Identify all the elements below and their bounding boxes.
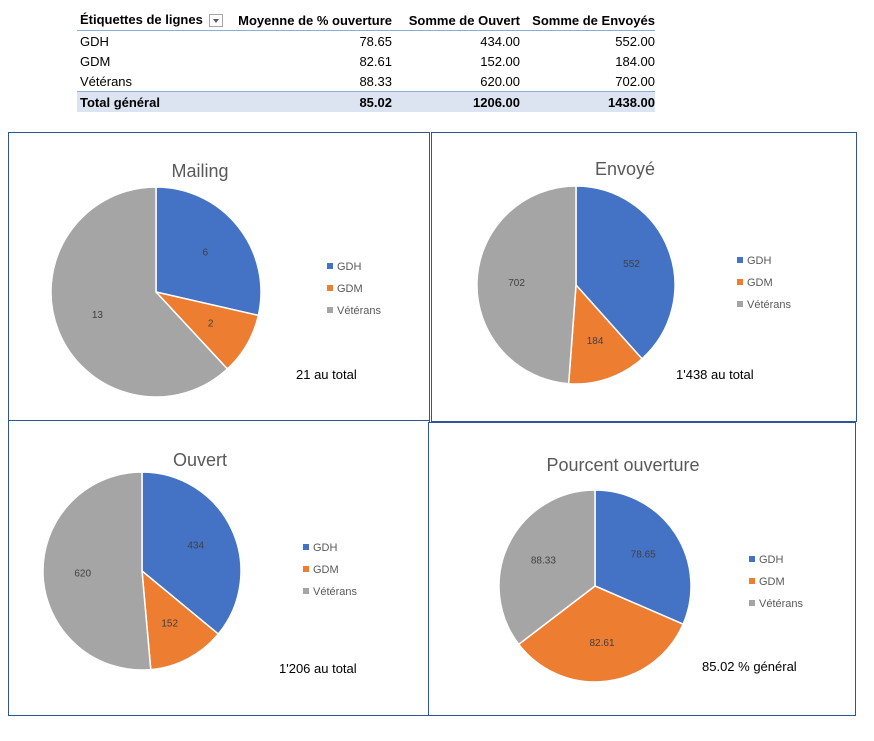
legend-swatch-veterans: [737, 301, 743, 307]
legend-label-gdm[interactable]: GDM: [337, 283, 363, 295]
legend-swatch-gdm: [749, 578, 755, 584]
pivot-table: Étiquettes de lignes Moyenne de % ouvert…: [77, 10, 655, 112]
chart-panel-mailing[interactable]: Mailing 6 2 13 GDH GDM Vétérans 21 au total: [8, 132, 430, 422]
pivot-cell: 88.33: [359, 73, 392, 89]
legend-swatch-veterans: [303, 588, 309, 594]
chart-total-note: 85.02 % général: [702, 659, 797, 674]
legend-swatch-gdh: [303, 544, 309, 550]
slice-data-label: 620: [74, 569, 91, 580]
pie-chart-mailing[interactable]: Mailing 6 2 13 GDH GDM Vétérans: [9, 133, 431, 423]
legend-label-veterans[interactable]: Vétérans: [759, 598, 804, 610]
chart-title: Pourcent ouverture: [546, 455, 699, 475]
pivot-cell: 434.00: [480, 33, 520, 49]
pie-slice-gdh[interactable]: [575, 185, 676, 360]
pivot-cell: 702.00: [615, 73, 655, 89]
pie-slice-gdh[interactable]: [155, 186, 262, 317]
pivot-cell: 78.65: [359, 33, 392, 49]
legend-label-veterans[interactable]: Vétérans: [747, 299, 792, 311]
legend-label-gdm[interactable]: GDM: [313, 564, 339, 576]
pie-slice-veterans[interactable]: [498, 489, 596, 646]
pie-chart-pourcent-ouverture[interactable]: Pourcent ouverture 78.65 82.61 88.33 GDH GDM V…: [429, 423, 857, 717]
legend-label-veterans[interactable]: Vétérans: [337, 305, 382, 317]
pivot-header-row-labels[interactable]: Étiquettes de lignes: [77, 10, 226, 31]
filter-dropdown-icon[interactable]: [209, 13, 224, 27]
pivot-row-label: GDM: [80, 53, 111, 69]
pivot-cell: 552.00: [615, 33, 655, 49]
slice-data-label: 78.65: [631, 549, 656, 560]
legend-label-gdm[interactable]: GDM: [747, 277, 773, 289]
pivot-row-label: Vétérans: [80, 73, 133, 89]
pivot-header-sum-sent: Somme de Envoyés: [520, 10, 655, 31]
legend-label-gdm[interactable]: GDM: [759, 576, 785, 588]
pie-slice-gdm[interactable]: [517, 585, 685, 683]
legend-swatch-gdm: [737, 279, 743, 285]
slice-data-label: 152: [161, 619, 178, 630]
pivot-total-cell: 1206.00: [392, 91, 520, 112]
legend-label-gdh[interactable]: GDH: [313, 542, 338, 554]
pie-chart-envoye[interactable]: Envoyé 552 184 702 GDH GDM Vétérans: [432, 133, 858, 423]
pie-slice-gdh[interactable]: [141, 471, 242, 636]
pivot-row-label: GDH: [80, 33, 109, 49]
chart-title: Ouvert: [173, 450, 227, 470]
chart-total-note: 1'206 au total: [279, 661, 357, 676]
pivot-header-sum-open: Somme de Ouvert: [392, 10, 520, 31]
legend-swatch-veterans: [749, 600, 755, 606]
slice-data-label: 88.33: [531, 556, 556, 567]
pivot-total-cell: 1438.00: [520, 91, 655, 112]
legend-label-gdh[interactable]: GDH: [747, 255, 772, 267]
slice-data-label: 6: [203, 248, 209, 259]
pivot-total-row[interactable]: Total général 85.02 1206.00 1438.00: [77, 91, 655, 112]
chart-total-note: 1'438 au total: [676, 367, 754, 382]
slice-data-label: 184: [587, 336, 604, 347]
legend-swatch-gdm: [327, 285, 333, 291]
slice-data-label: 82.61: [589, 638, 614, 649]
pivot-cell: 184.00: [615, 53, 655, 69]
legend-label-gdh[interactable]: GDH: [337, 261, 362, 273]
chart-panel-ouvert[interactable]: Ouvert 434 152 620 GDH GDM Vétérans 1'206 au t…: [8, 420, 430, 716]
slice-data-label: 2: [208, 319, 214, 330]
slice-data-label: 434: [187, 541, 204, 552]
legend-swatch-gdh: [749, 556, 755, 562]
chart-panel-pourcent[interactable]: Pourcent ouverture 78.65 82.61 88.33 GDH GDM V…: [428, 422, 856, 716]
pivot-total-cell: 85.02: [226, 91, 392, 112]
legend-label-veterans[interactable]: Vétérans: [313, 586, 358, 598]
pivot-cell: 152.00: [480, 53, 520, 69]
pie-slice-gdh[interactable]: [594, 489, 692, 626]
pie-slice-veterans[interactable]: [42, 471, 152, 671]
legend-swatch-gdm: [303, 566, 309, 572]
legend-swatch-gdh: [737, 257, 743, 263]
pivot-row[interactable]: GDH 78.65 434.00 552.00: [77, 31, 655, 52]
chart-title: Mailing: [171, 161, 228, 181]
pivot-header-avg-open: Moyenne de % ouverture: [226, 10, 392, 31]
slice-data-label: 552: [623, 259, 640, 270]
pivot-row[interactable]: Vétérans 88.33 620.00 702.00: [77, 71, 655, 92]
legend-swatch-veterans: [327, 307, 333, 313]
chart-total-note: 21 au total: [296, 367, 357, 382]
pivot-header-row-labels-text: Étiquettes de lignes: [80, 12, 203, 28]
pie-chart-ouvert[interactable]: Ouvert 434 152 620 GDH GDM Vétérans: [9, 421, 431, 717]
pie-slice-veterans[interactable]: [50, 186, 229, 398]
legend-label-gdh[interactable]: GDH: [759, 554, 784, 566]
pie-slice-gdm[interactable]: [141, 569, 220, 671]
pie-slice-gdm[interactable]: [567, 283, 644, 385]
pivot-header-row: Étiquettes de lignes Moyenne de % ouvert…: [77, 10, 655, 31]
legend-swatch-gdh: [327, 263, 333, 269]
slice-data-label: 702: [508, 278, 525, 289]
pivot-row[interactable]: GDM 82.61 152.00 184.00: [77, 51, 655, 71]
pivot-total-label: Total général: [77, 91, 226, 112]
slice-data-label: 13: [92, 310, 104, 321]
pivot-cell: 82.61: [359, 53, 392, 69]
chart-panel-envoye[interactable]: Envoyé 552 184 702 GDH GDM Vétérans 1'438 au t…: [431, 132, 857, 422]
chart-title: Envoyé: [595, 159, 655, 179]
pivot-cell: 620.00: [480, 73, 520, 89]
pie-slice-veterans[interactable]: [476, 185, 577, 385]
